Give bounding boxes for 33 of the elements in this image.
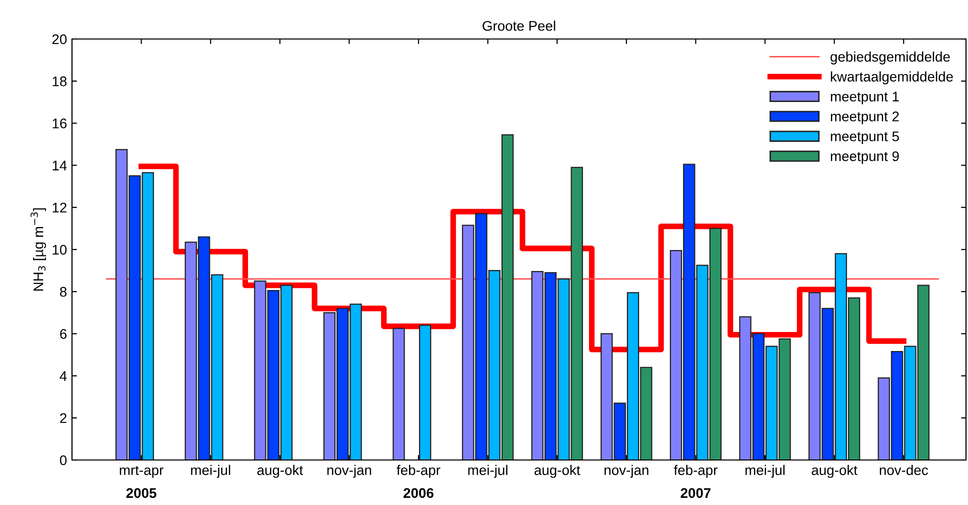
legend-label: meetpunt 2 xyxy=(830,112,899,124)
x-tick-label: nov-jan xyxy=(604,464,648,478)
y-axis-title: NH$_{3}$ [µg m$^{−3}$] xyxy=(30,208,46,291)
y-tick-label: 12 xyxy=(52,202,66,212)
y-tick-label: 10 xyxy=(52,244,67,255)
legend-label: gebiedsgemiddelde xyxy=(830,52,950,64)
y-tick-label: 20 xyxy=(52,34,67,44)
legend-label: meetpunt 5 xyxy=(830,132,899,144)
y-tick-label: 0 xyxy=(60,455,67,466)
legend-label: kwartaalgemiddelde xyxy=(830,71,953,84)
x-tick-label: nov-dec xyxy=(880,464,928,476)
x-tick-label: aug-okt xyxy=(534,464,580,478)
x-tick-label: mei-jul xyxy=(745,464,785,478)
y-tick-label: 4 xyxy=(60,371,67,381)
legend-label: meetpunt 1 xyxy=(830,92,899,104)
y-tick-label: 6 xyxy=(60,329,67,339)
bar xyxy=(392,328,405,460)
legend-label: meetpunt 9 xyxy=(830,151,899,164)
x-tick-label: mei-jul xyxy=(191,464,230,478)
y-tick-label: 14 xyxy=(52,160,67,170)
chart-title: Groote Peel xyxy=(482,20,556,31)
y-tick-label: 8 xyxy=(60,286,67,297)
x-tick-label: mei-jul xyxy=(468,464,508,478)
y-tick-label: 18 xyxy=(52,76,67,86)
bar xyxy=(418,324,432,460)
category-label: mrt-apr 2005 xyxy=(120,466,164,498)
category-label: feb-apr 2007 xyxy=(674,464,718,498)
x-tick-label: nov-jan xyxy=(327,464,372,478)
category-label: feb-apr 2006 xyxy=(396,464,440,498)
x-tick-label: aug-okt xyxy=(812,464,858,478)
x-tick-label: aug-okt xyxy=(257,464,303,478)
y-tick-label: 2 xyxy=(60,413,66,423)
y-tick-label: 16 xyxy=(52,118,67,128)
